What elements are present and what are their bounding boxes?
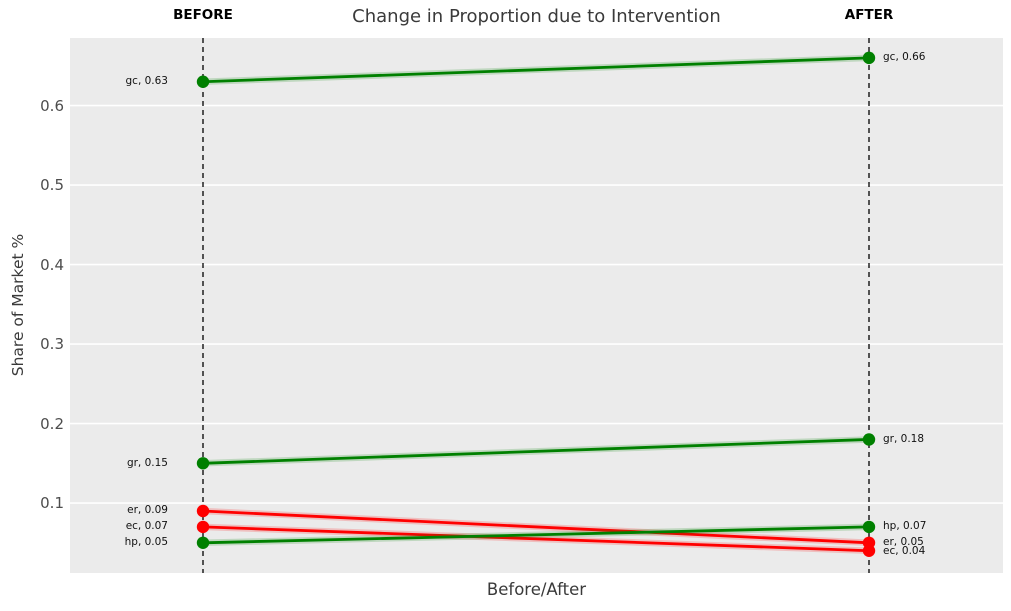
y-tick-label: 0.4 (40, 255, 64, 274)
y-tick-label: 0.2 (40, 414, 64, 433)
series-line-hp (202, 525, 870, 545)
data-point-gr-after (862, 433, 876, 446)
point-label: gr, 0.18 (883, 432, 925, 445)
y-tick-label: 0.1 (40, 494, 64, 513)
point-label: er, 0.09 (127, 504, 168, 517)
column-header-after: AFTER (844, 7, 894, 23)
point-label: hp, 0.07 (883, 520, 927, 533)
point-label: ec, 0.04 (883, 544, 926, 557)
data-point-gc-before (196, 75, 210, 88)
data-point-ec-after (862, 544, 876, 557)
y-tick-label: 0.6 (40, 96, 64, 115)
y-axis-label: Share of Market % (9, 233, 27, 377)
plot-area (70, 38, 1003, 573)
data-point-ec-before (196, 520, 210, 534)
data-point-gc-after (862, 51, 876, 65)
y-tick-label: 0.5 (40, 176, 64, 195)
point-label: gc, 0.63 (125, 75, 169, 88)
series-line-er (202, 509, 870, 545)
point-label: ec, 0.07 (125, 520, 168, 533)
series-line-gr (202, 438, 870, 465)
point-label: gc, 0.66 (883, 51, 926, 64)
data-point-er-before (196, 504, 210, 518)
y-tick-label: 0.3 (40, 335, 64, 354)
x-axis-label: Before/After (486, 580, 587, 599)
point-label: hp, 0.05 (124, 536, 168, 549)
data-point-hp-before (196, 536, 210, 549)
column-header-before: BEFORE (173, 7, 233, 23)
series-line-ec (202, 525, 870, 553)
data-point-gr-before (196, 457, 210, 470)
point-label: er, 0.05 (883, 535, 924, 548)
slope-chart-canvas (70, 38, 1003, 573)
data-point-hp-after (862, 520, 876, 534)
series-line-gc (202, 56, 870, 84)
point-label: gr, 0.15 (126, 456, 168, 469)
chart-title: Change in Proportion due to Intervention (352, 6, 721, 27)
